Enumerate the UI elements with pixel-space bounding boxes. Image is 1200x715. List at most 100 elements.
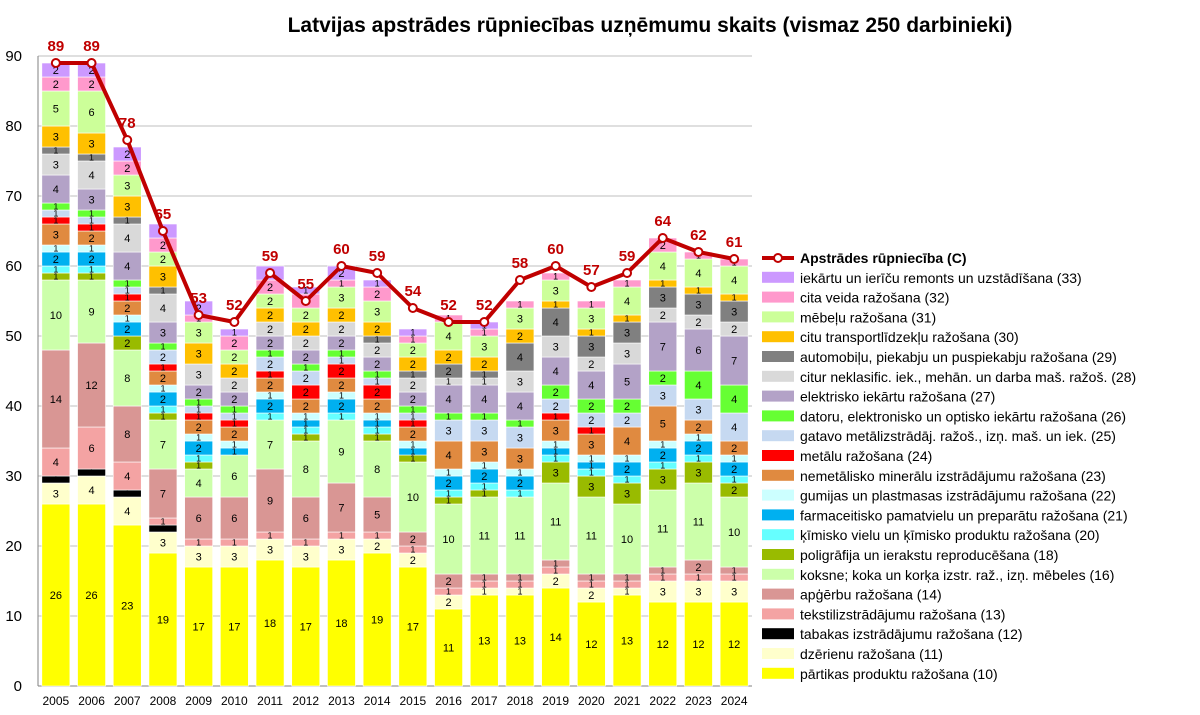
bar-value-label: 2 (231, 366, 237, 378)
total-line-marker (622, 268, 633, 278)
bar-value-label: 3 (660, 293, 666, 305)
y-tick-label: 40 (5, 398, 22, 415)
bar-value-label: 6 (303, 513, 309, 525)
bar-segment (148, 419, 178, 470)
bar-segment (434, 608, 463, 687)
bar-value-label: 3 (588, 482, 594, 494)
total-value-label: 78 (119, 115, 136, 132)
bar-value-label: 1 (160, 405, 165, 415)
bar-value-label: 1 (625, 314, 630, 324)
bar-value-label: 1 (268, 349, 273, 359)
bar-value-label: 2 (660, 373, 666, 385)
bar-segment (255, 559, 285, 687)
x-tick-label: 2009 (185, 694, 212, 708)
legend-label: Apstrādes rūpniecība (C) (800, 250, 966, 266)
bar-value-label: 6 (231, 471, 237, 483)
bar-value-label: 1 (446, 412, 451, 422)
bar-value-label: 10 (50, 310, 62, 322)
bar-value-label: 1 (196, 454, 201, 464)
bar-value-label: 1 (660, 461, 665, 471)
bar-value-label: 1 (517, 300, 522, 310)
bar-value-label: 3 (196, 552, 202, 564)
x-tick-label: 2013 (328, 694, 355, 708)
bar-value-label: 1 (53, 146, 58, 156)
total-line-marker (586, 282, 597, 292)
bar-value-label: 2 (660, 240, 666, 252)
bar-value-label: 1 (196, 433, 201, 443)
total-line-marker (193, 310, 204, 320)
bar-value-label: 2 (53, 254, 59, 266)
legend-label: mēbeļu ražošana (31) (800, 309, 936, 325)
bar-value-label: 1 (517, 580, 522, 590)
bar-value-label: 3 (517, 454, 523, 466)
bar-value-label: 3 (695, 587, 701, 599)
bar-value-label: 1 (375, 279, 380, 289)
bar-value-label: 9 (88, 307, 94, 319)
bar-value-label: 3 (660, 391, 666, 403)
bar-value-label: 2 (731, 464, 737, 476)
bar-stack-2008: 1931177112121213413222 (148, 223, 178, 687)
legend-swatch (762, 311, 794, 323)
legend-label: pārtikas produktu ražošana (10) (800, 666, 998, 682)
total-line-marker (372, 268, 383, 278)
bar-value-label: 1 (589, 328, 594, 338)
bar-segment (327, 559, 356, 687)
bar-segment (184, 566, 213, 687)
bar-value-label: 1 (89, 265, 94, 275)
bar-value-label: 1 (517, 573, 522, 583)
bar-stack-2009: 17316411212111233312 (184, 300, 213, 687)
bar-segment (612, 426, 642, 456)
gridlines (38, 55, 752, 687)
legend-swatch (762, 351, 794, 362)
bar-value-label: 4 (53, 184, 59, 196)
bar-value-label: 2 (624, 415, 630, 427)
bar-value-label: 1 (89, 153, 94, 163)
total-line-path (55, 61, 735, 324)
bar-value-label: 2 (267, 282, 273, 294)
bar-value-label: 3 (53, 160, 59, 172)
bar-value-label: 3 (196, 328, 202, 340)
y-tick-label: 50 (5, 328, 22, 345)
bar-value-label: 2 (374, 401, 380, 413)
bar-value-label: 1 (410, 328, 415, 338)
bar-value-label: 4 (445, 394, 451, 406)
bar-segment (362, 552, 392, 687)
bar-value-label: 1 (553, 447, 558, 457)
x-tick-label: 2022 (649, 694, 676, 708)
bar-segment (220, 496, 249, 540)
bar-segment (469, 594, 499, 687)
legend-swatch (762, 568, 794, 580)
y-tick-label: 10 (5, 608, 22, 625)
legend-label: metālu ražošana (24) (800, 448, 932, 464)
bar-value-label: 3 (374, 307, 380, 319)
bar-value-label: 2 (303, 401, 309, 413)
bar-value-label: 2 (410, 534, 416, 546)
bar-value-label: 7 (338, 503, 344, 515)
x-tick-label: 2019 (542, 694, 569, 708)
bar-value-label: 2 (303, 352, 309, 364)
total-value-label: 57 (583, 262, 600, 279)
legend-label: gumijas un plastmasas izstrādājumu ražoš… (800, 488, 1116, 504)
bar-value-label: 2 (445, 478, 451, 490)
bar-value-label: 3 (267, 545, 273, 557)
bar-value-label: 13 (478, 636, 490, 648)
bar-value-label: 1 (303, 538, 308, 548)
bar-value-label: 1 (339, 349, 344, 359)
bar-value-label: 4 (695, 268, 701, 280)
bar-segment (648, 489, 678, 568)
bar-value-label: 1 (160, 342, 165, 352)
legend-swatch (762, 509, 794, 521)
legend-label: ķīmisko vielu un ķīmisko produktu ražoša… (800, 527, 1100, 543)
bar-value-label: 3 (231, 552, 237, 564)
legend-label: apģērbu ražošana (14) (800, 587, 942, 603)
bar-value-label: 17 (407, 622, 419, 634)
bar-value-label: 2 (553, 387, 559, 399)
bar-segment (541, 587, 570, 687)
bar-value-label: 6 (88, 107, 94, 119)
bar-segment (41, 447, 71, 477)
